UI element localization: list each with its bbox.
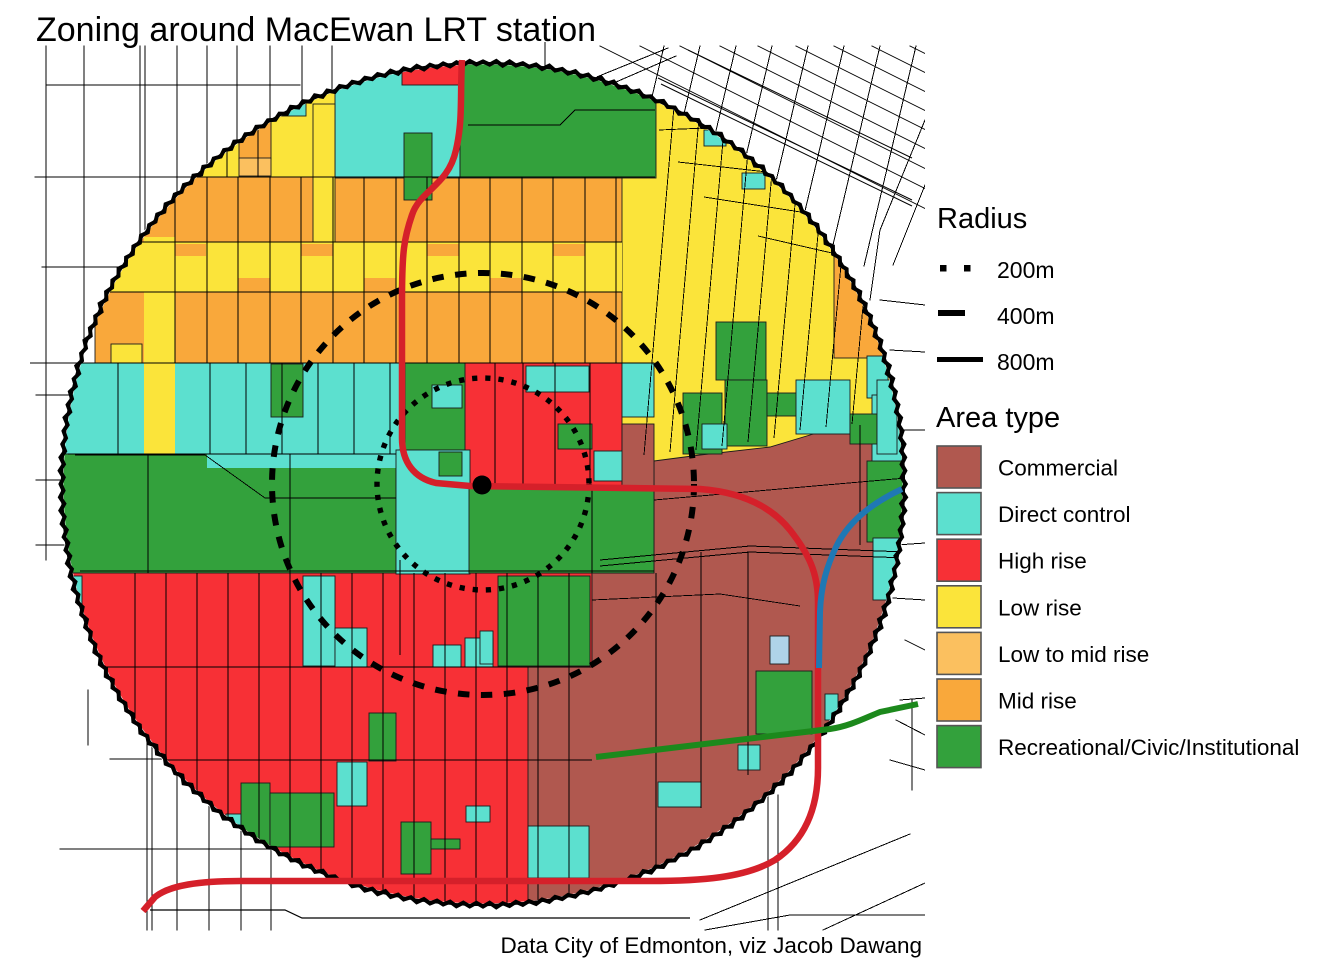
svg-text:Commercial: Commercial <box>998 456 1118 481</box>
svg-text:Radius: Radius <box>937 203 1027 235</box>
svg-text:400m: 400m <box>997 303 1055 329</box>
svg-text:Recreational/Civic/Institution: Recreational/Civic/Institutional <box>998 735 1299 760</box>
svg-text:Zoning around MacEwan LRT stat: Zoning around MacEwan LRT station <box>36 11 596 49</box>
svg-text:800m: 800m <box>997 349 1055 375</box>
svg-text:Area type: Area type <box>936 402 1060 434</box>
svg-text:Data City of Edmonton, viz Jac: Data City of Edmonton, viz Jacob Dawang <box>501 933 922 958</box>
svg-text:200m: 200m <box>997 257 1055 283</box>
svg-text:Mid rise: Mid rise <box>998 689 1077 714</box>
svg-text:Low to mid rise: Low to mid rise <box>998 642 1149 667</box>
svg-text:High rise: High rise <box>998 549 1087 574</box>
svg-text:Direct control: Direct control <box>998 502 1131 527</box>
svg-text:Low rise: Low rise <box>998 595 1082 620</box>
